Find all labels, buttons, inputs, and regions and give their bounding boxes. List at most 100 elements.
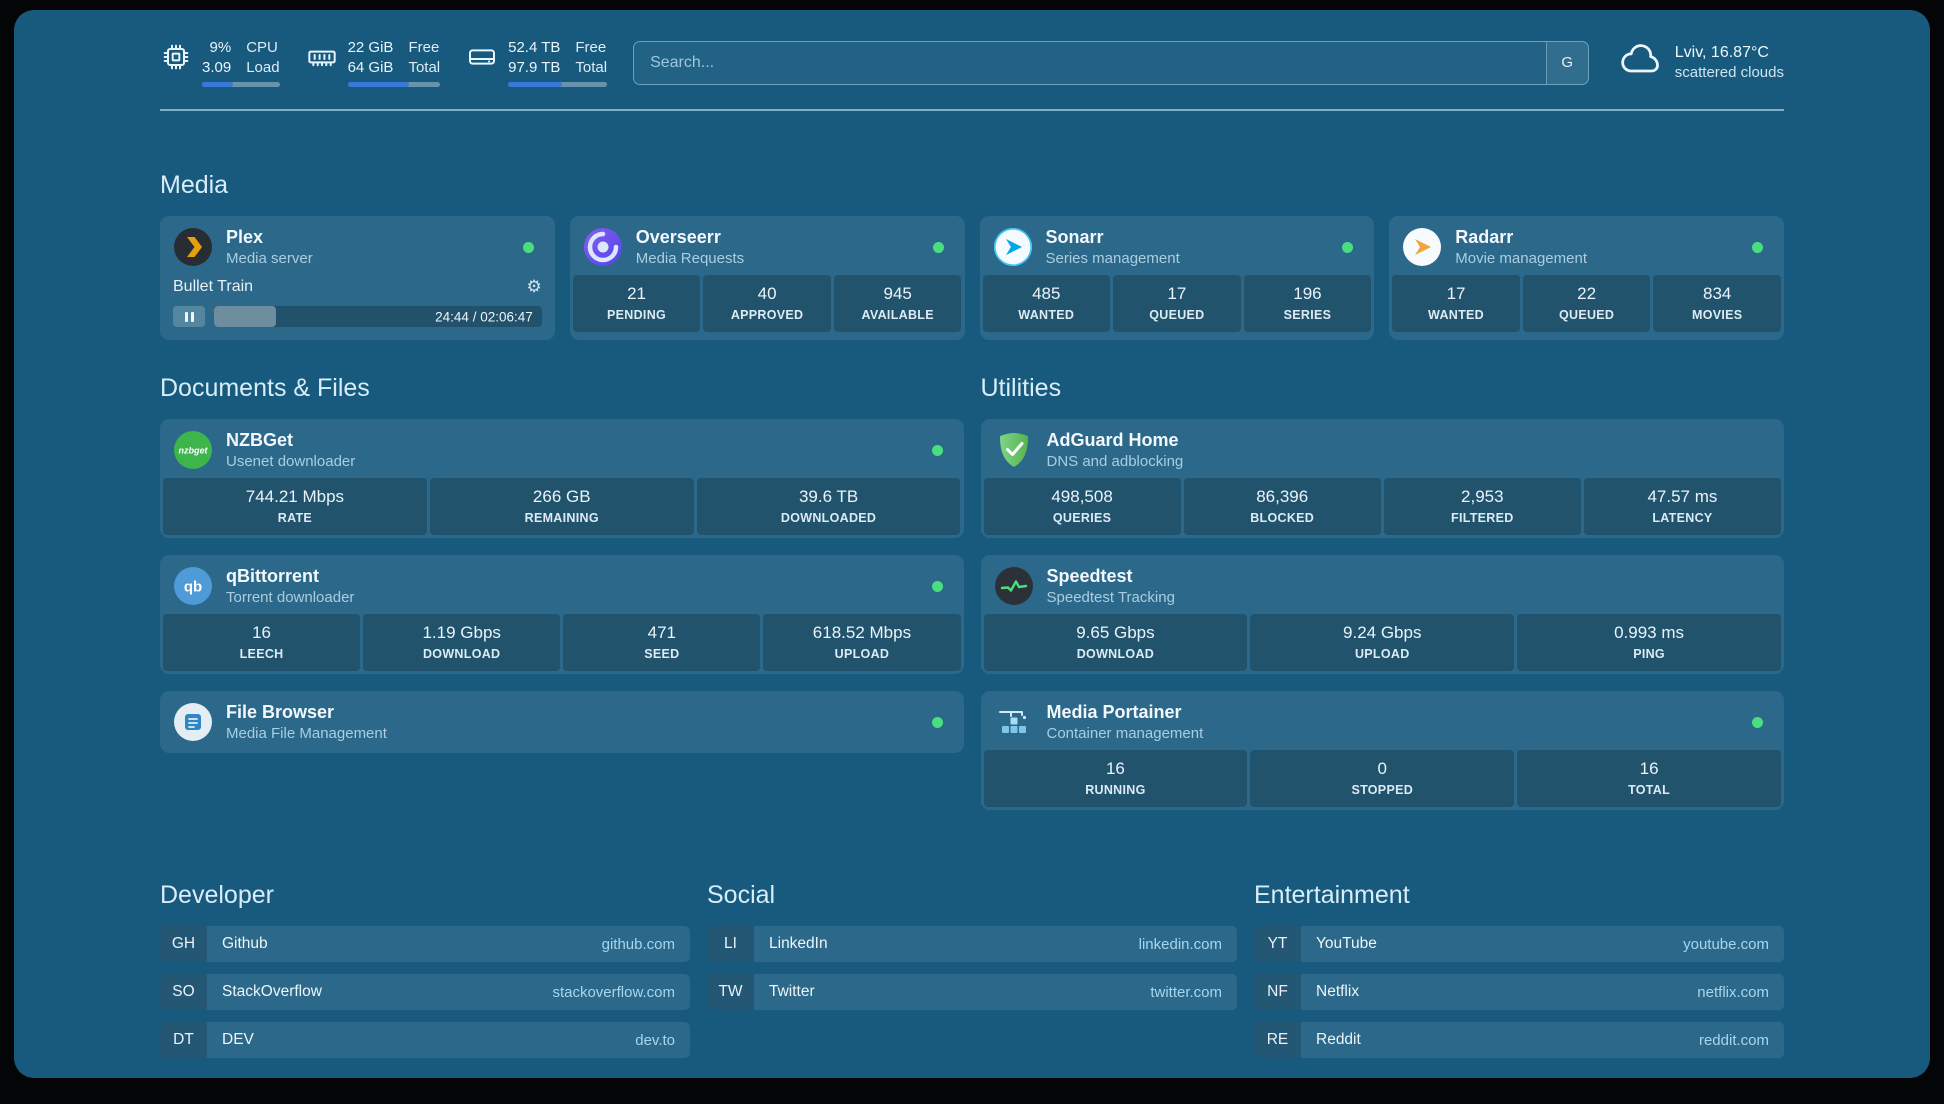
- cpu-usage-bar-fill: [202, 82, 234, 87]
- stat-tile: 266 GB REMAINING: [429, 478, 694, 535]
- service-desc: Media Requests: [635, 250, 745, 267]
- stat-label: TOTAL: [1628, 783, 1671, 797]
- stat-value: 9.65 Gbps: [1076, 623, 1155, 642]
- status-dot: [931, 716, 943, 728]
- stat-tile: 744.21 Mbps RATE: [163, 478, 427, 535]
- stat-tile: 21 PENDING: [572, 275, 701, 332]
- pause-button[interactable]: [173, 306, 205, 327]
- bookmark-item-dev[interactable]: DT DEV dev.to: [160, 1022, 690, 1058]
- stat-tile: 2,953 FILTERED: [1383, 478, 1581, 535]
- bookmark-name: Reddit: [1316, 1031, 1361, 1048]
- portainer-icon: [994, 702, 1034, 742]
- cpu-load-label: Load: [246, 58, 280, 76]
- memory-total-value: 64 GiB: [347, 58, 394, 76]
- bookmark-group-entertainment: Entertainment YT YouTube youtube.com NF …: [1254, 881, 1784, 1070]
- stat-tile: 17 QUEUED: [1113, 275, 1241, 332]
- stat-label: WANTED: [1428, 308, 1485, 322]
- service-name: Media Portainer: [1046, 702, 1182, 722]
- bookmark-item-linkedin[interactable]: LI LinkedIn linkedin.com: [707, 926, 1237, 962]
- stat-label: SEED: [644, 647, 680, 661]
- section-title-utilities: Utilities: [980, 374, 1062, 402]
- stat-tile: 16 RUNNING: [983, 750, 1248, 807]
- section-title-social: Social: [707, 881, 776, 909]
- resource-widgets: 9% 3.09 CPU Load: [160, 38, 608, 87]
- stat-value: 0: [1377, 759, 1387, 778]
- bookmark-group-social: Social LI LinkedIn linkedin.com TW Twitt…: [707, 881, 1237, 1070]
- stat-label: MOVIES: [1691, 308, 1743, 322]
- stat-tile: 1.19 Gbps DOWNLOAD: [363, 614, 561, 671]
- stat-value: 834: [1703, 284, 1732, 303]
- service-card-nzbget[interactable]: nzbget NZBGet Usenet downloader 744.21 M…: [160, 419, 964, 538]
- stat-label: QUERIES: [1052, 511, 1112, 525]
- service-desc: Torrent downloader: [226, 589, 355, 606]
- bookmark-url: dev.to: [635, 1031, 675, 1049]
- stat-label: DOWNLOAD: [1076, 647, 1155, 661]
- stat-tile: 40 APPROVED: [703, 275, 831, 332]
- search-widget: G: [633, 40, 1589, 85]
- bookmark-name: StackOverflow: [222, 983, 322, 1000]
- disk-total-label: Total: [575, 58, 608, 76]
- bookmark-abbr: RE: [1254, 1022, 1301, 1058]
- bookmark-abbr: YT: [1254, 926, 1301, 962]
- memory-usage-bar-fill: [347, 82, 409, 87]
- service-card-overseerr[interactable]: Overseerr Media Requests 21 PENDING 40 APP…: [569, 216, 965, 340]
- service-card-radarr[interactable]: Radarr Movie management 17 WANTED 22 QUEUE…: [1389, 216, 1784, 340]
- service-desc: Container management: [1046, 725, 1204, 742]
- service-desc: DNS and adblocking: [1046, 453, 1184, 470]
- service-card-qbittorrent[interactable]: qb qBittorrent Torrent downloader 16 LEEC…: [160, 555, 964, 674]
- stat-tile: 17 WANTED: [1392, 275, 1520, 332]
- stat-value: 21: [627, 284, 646, 303]
- section-title-entertainment: Entertainment: [1254, 881, 1410, 909]
- service-card-portainer[interactable]: Media Portainer Container management 16 R…: [980, 691, 1784, 810]
- bookmark-item-stackoverflow[interactable]: SO StackOverflow stackoverflow.com: [160, 974, 690, 1010]
- service-card-sonarr[interactable]: Sonarr Series management 485 WANTED 17 QUE…: [979, 216, 1375, 340]
- gear-icon[interactable]: ⚙: [526, 277, 542, 296]
- disk-icon: [466, 41, 498, 87]
- disk-usage-bar-fill: [508, 82, 562, 87]
- bookmark-item-reddit[interactable]: RE Reddit reddit.com: [1254, 1022, 1784, 1058]
- radarr-icon: [1402, 227, 1442, 267]
- service-card-adguard[interactable]: AdGuard Home DNS and adblocking 498,508 Q…: [980, 419, 1784, 538]
- cpu-label: CPU: [246, 39, 278, 56]
- bookmark-url: reddit.com: [1698, 1031, 1769, 1049]
- disk-free-value: 52.4 TB: [508, 39, 561, 56]
- bookmark-item-twitter[interactable]: TW Twitter twitter.com: [707, 974, 1237, 1010]
- stat-label: LATENCY: [1652, 511, 1713, 525]
- bookmark-item-youtube[interactable]: YT YouTube youtube.com: [1254, 926, 1784, 962]
- service-card-plex[interactable]: Plex Media server Bullet Train ⚙ 24:: [160, 216, 555, 340]
- stat-tile: 16 LEECH: [163, 614, 361, 671]
- bookmark-item-github[interactable]: GH Github github.com: [160, 926, 690, 962]
- status-dot: [931, 444, 943, 456]
- service-card-filebrowser[interactable]: File Browser Media File Management: [160, 691, 964, 753]
- stat-label: RUNNING: [1085, 783, 1146, 797]
- stat-label: DOWNLOAD: [422, 647, 501, 661]
- bookmark-item-netflix[interactable]: NF Netflix netflix.com: [1254, 974, 1784, 1010]
- stat-value: 196: [1293, 284, 1322, 303]
- service-name: Plex: [226, 227, 264, 247]
- svg-text:nzbget: nzbget: [179, 446, 209, 456]
- bookmark-group-developer: Developer GH Github github.com SO StackO…: [160, 881, 690, 1070]
- memory-free-label: Free: [408, 39, 440, 56]
- status-dot: [932, 241, 944, 253]
- disk-total-value: 97.9 TB: [508, 58, 561, 76]
- stat-label: UPLOAD: [834, 647, 890, 661]
- playback-progress-bar[interactable]: 24:44 / 02:06:47: [214, 306, 542, 327]
- stat-label: QUEUED: [1558, 308, 1615, 322]
- search-input[interactable]: [634, 41, 1546, 84]
- memory-icon: [306, 41, 338, 87]
- stat-value: 485: [1032, 284, 1061, 303]
- stat-tile: 196 SERIES: [1243, 275, 1372, 332]
- service-name: Sonarr: [1045, 227, 1104, 247]
- stat-tile: 86,396 BLOCKED: [1183, 478, 1381, 535]
- stat-tile: 471 SEED: [563, 614, 761, 671]
- search-provider-button[interactable]: G: [1545, 41, 1588, 84]
- bookmark-url: netflix.com: [1697, 983, 1769, 1001]
- service-card-speedtest[interactable]: Speedtest Speedtest Tracking 9.65 Gbps DO…: [980, 555, 1784, 674]
- stat-tile: 945 AVAILABLE: [833, 275, 962, 332]
- stat-label: DOWNLOADED: [780, 511, 877, 525]
- stat-value: 16: [252, 623, 272, 642]
- bookmark-abbr: TW: [707, 974, 754, 1010]
- service-desc: Movie management: [1455, 250, 1587, 267]
- status-dot: [1752, 241, 1763, 253]
